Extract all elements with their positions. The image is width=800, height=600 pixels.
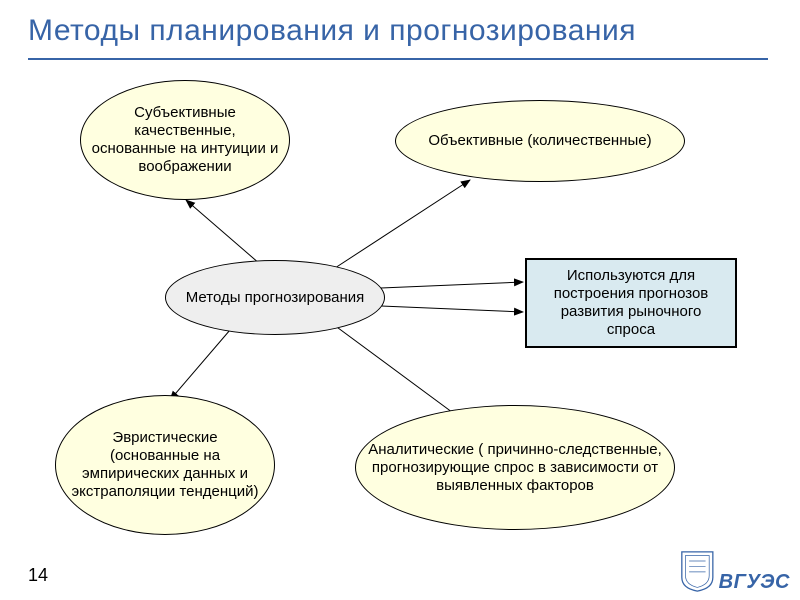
edge [335, 180, 470, 268]
edge [330, 322, 460, 418]
title-underline [28, 58, 768, 60]
node-bottom_left: Эвристические (основанные на эмпирически… [55, 395, 275, 535]
node-right_box: Используются для построения прогнозов ра… [525, 258, 737, 348]
node-top_right: Объективные (количественные) [395, 100, 685, 182]
page-number: 14 [28, 565, 48, 586]
node-bottom_right: Аналитические ( причинно-следственные, п… [355, 405, 675, 530]
node-center: Методы прогнозирования [165, 260, 385, 335]
edge [380, 306, 523, 312]
logo: ВГУЭС [680, 548, 790, 594]
logo-text: ВГУЭС [719, 571, 790, 594]
edge [380, 282, 523, 288]
logo-shield-icon [680, 548, 715, 594]
edge [186, 200, 260, 264]
edge [170, 330, 230, 400]
node-top_left: Субъективные качественные, основанные на… [80, 80, 290, 200]
page-title: Методы планирования и прогнозирования [28, 14, 636, 48]
